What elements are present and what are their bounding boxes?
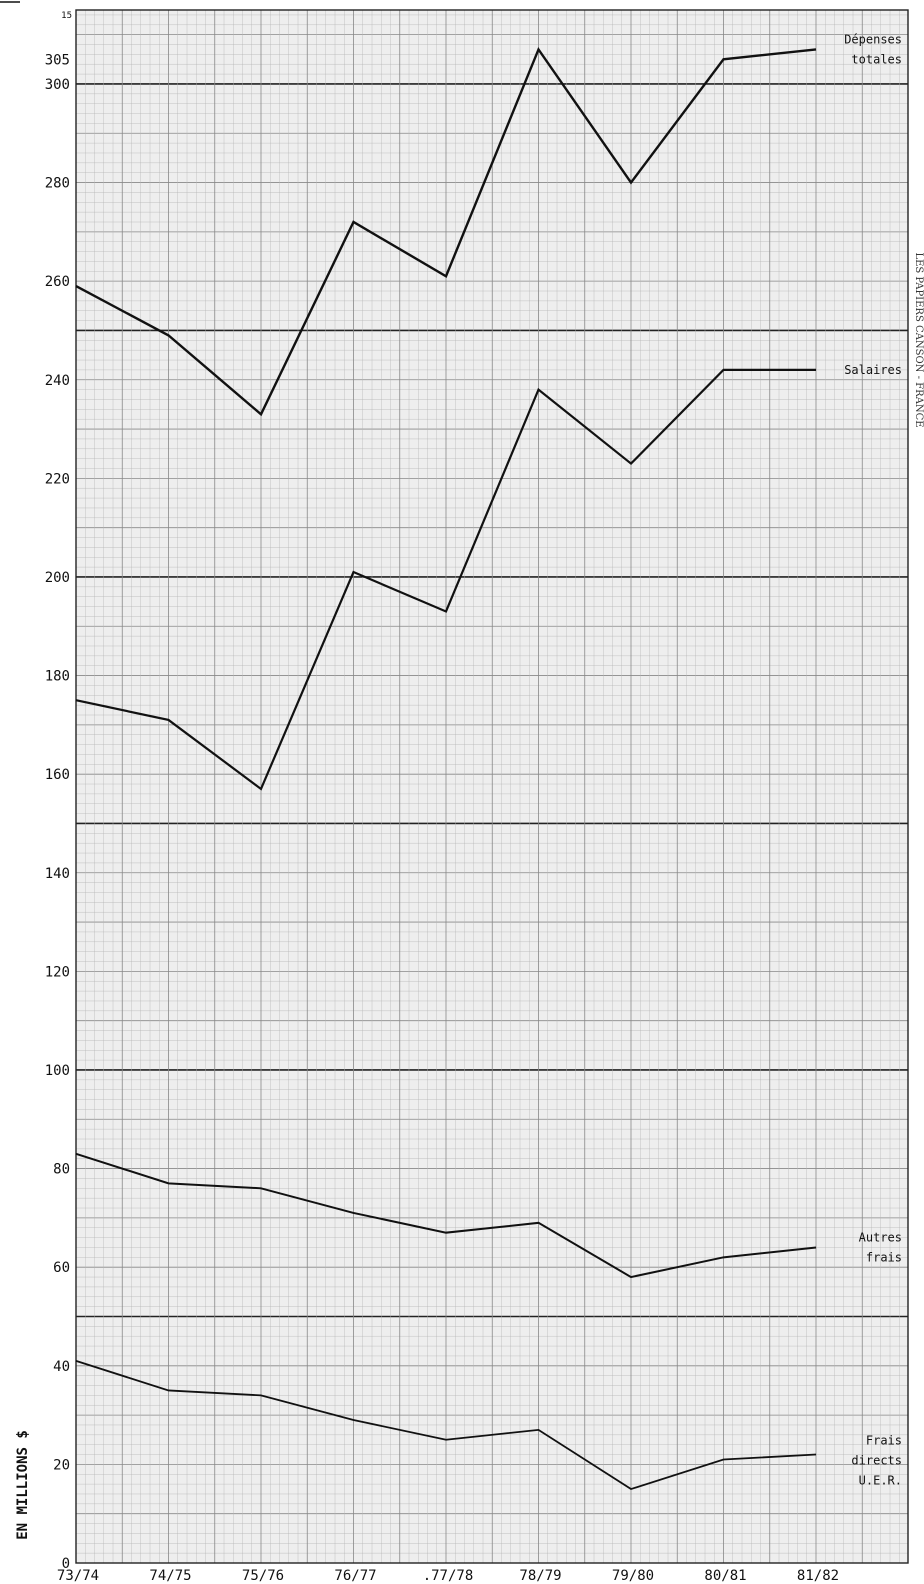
x-tick-label: 73/74 (57, 1568, 99, 1584)
y-tick-label-top: 15 (61, 11, 72, 21)
y-tick-label: 300 (45, 77, 70, 93)
y-tick-label: 305 (45, 52, 70, 68)
x-tick-label: 78/79 (519, 1568, 561, 1584)
y-tick-label: 200 (45, 570, 70, 586)
x-tick-label: 80/81 (704, 1568, 746, 1584)
y-tick-label: 160 (45, 767, 70, 783)
y-tick-label: 180 (45, 669, 70, 685)
y-tick-label: 120 (45, 964, 70, 980)
series-label-1: Dépenses totales (844, 32, 902, 66)
x-tick-label: 81/82 (797, 1568, 839, 1584)
series-label-line: Dépenses (844, 32, 902, 46)
plot-border (75, 9, 909, 1564)
series-label-line: Frais (866, 1434, 902, 1448)
y-tick-label: 60 (53, 1260, 70, 1276)
x-tick-label: 75/76 (242, 1568, 284, 1584)
y-tick-label: 100 (45, 1063, 70, 1079)
series-lines (75, 46, 817, 1491)
series-label-line: Salaires (844, 363, 902, 377)
grid (75, 9, 909, 1564)
series-label-2: Salaires (844, 363, 902, 377)
series-label-line: frais (866, 1250, 902, 1264)
x-tick-label: 76/77 (334, 1568, 376, 1584)
y-tick-label: 260 (45, 274, 70, 290)
y-tick-label: 140 (45, 866, 70, 882)
x-tick-label: 79/80 (612, 1568, 654, 1584)
series-label-line: U.E.R. (859, 1474, 902, 1488)
y-tick-label: 0 (62, 1556, 70, 1572)
x-tick-label: .77/78 (423, 1568, 474, 1584)
paper-brand-note: LES PAPIERS CANSON - FRANCE (913, 252, 924, 427)
series-label-4: Frais directs U.E.R. (851, 1434, 902, 1488)
series-label-line: directs (851, 1454, 902, 1468)
y-tick-label: 240 (45, 373, 70, 389)
y-axis-ticks: 0 20 40 60 80 100 120 140 160 180 200 220 240 260 280 3… (45, 11, 72, 1572)
y-axis-label: EN MILLIONS $ (15, 1430, 31, 1540)
x-axis-ticks: 73/74 74/75 75/76 76/77 .77/78 78/79 79/80 80/8… (57, 1568, 839, 1584)
series-label-line: Autres (859, 1230, 902, 1244)
series-labels: Dépenses totales Salaires Autres frais Frais d… (844, 32, 902, 1487)
series-label-3: Autres frais (859, 1230, 902, 1264)
series-label-line: totales (851, 52, 902, 66)
y-tick-label: 20 (53, 1457, 70, 1473)
y-tick-label: 40 (53, 1359, 70, 1375)
y-tick-label: 220 (45, 471, 70, 487)
y-tick-label: 280 (45, 176, 70, 192)
y-tick-label: 80 (53, 1162, 70, 1178)
x-tick-label: 74/75 (149, 1568, 191, 1584)
